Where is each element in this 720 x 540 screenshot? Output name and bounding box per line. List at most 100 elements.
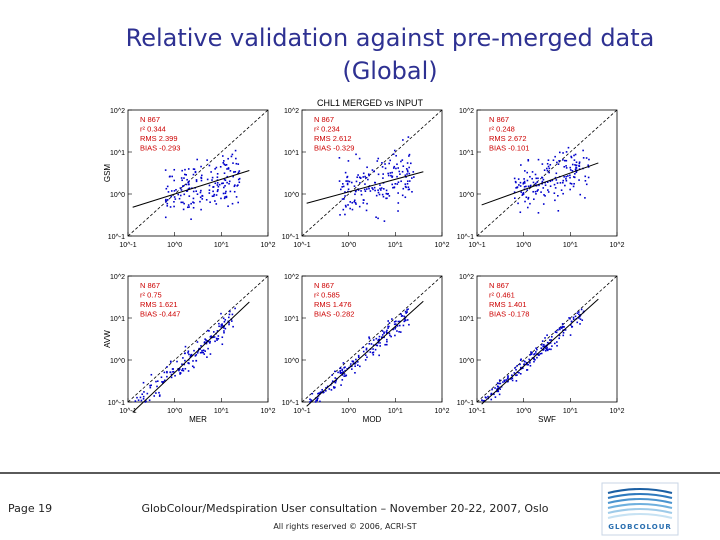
scatter-point [497,389,499,392]
scatter-point [541,180,544,183]
scatter-point [221,323,223,325]
scatter-point [236,185,239,187]
scatter-point [513,177,516,180]
scatter-point [539,352,542,355]
scatter-point [363,199,365,201]
scatter-point [404,174,407,177]
scatter-point [507,380,509,383]
scatter-point [581,319,584,322]
scatter-point [546,181,549,183]
scatter-point [374,189,376,192]
scatter-point [535,193,537,195]
scatter-point [309,401,311,403]
scatter-point [385,343,388,346]
scatter-point [578,165,581,168]
scatter-point [570,155,572,158]
scatter-point [353,200,356,203]
scatter-point [350,181,353,184]
scatter-point [357,189,360,191]
scatter-point [134,400,137,402]
scatter-point [527,363,530,366]
scatter-point [368,185,371,187]
scatter-point [341,374,344,376]
scatter-point [153,395,156,397]
scatter-point [356,364,359,366]
scatter-point [158,391,160,394]
chart-title: CHL1 MERGED vs INPUT [317,98,424,108]
scatter-point [569,182,572,185]
scatter-point [381,336,383,338]
scatter-point [215,203,218,205]
row-label: GSM [103,164,112,183]
scatter-point [384,167,387,170]
scatter-point [570,324,572,326]
scatter-point [206,159,208,161]
scatter-point [150,373,153,376]
scatter-point [535,184,538,187]
scatter-point [200,351,203,354]
scatter-point [196,193,199,195]
scatter-point [180,201,183,204]
scatter-point [355,358,357,361]
scatter-point [142,395,145,398]
scatter-point [407,136,410,138]
scatter-point [232,171,235,173]
scatter-point [575,317,578,320]
scatter-point [200,189,202,192]
x-tick-label: 10^2 [610,242,625,249]
scatter-point [365,176,367,179]
scatter-point [525,185,527,188]
scatter-point [237,178,240,181]
scatter-point [518,371,520,374]
scatter-point [517,202,519,205]
scatter-point [228,180,231,183]
scatter-point [546,347,548,349]
panel-stat: N 867 [489,115,509,124]
scatter-point [340,372,343,374]
scatter-point [221,343,224,346]
scatter-point [207,329,209,332]
scatter-point [366,202,368,205]
scatter-point [215,332,217,335]
scatter-point [546,349,549,351]
scatter-point [356,176,359,179]
scatter-point [578,161,581,164]
scatter-point [200,345,202,347]
scatter-point [184,367,187,370]
scatter-point [561,323,564,325]
scatter-point [339,367,342,370]
scatter-point [558,334,561,337]
scatter-point [199,200,201,203]
scatter-point [544,349,547,352]
scatter-point [184,168,186,171]
scatter-point [514,180,517,183]
scatter-point [235,162,238,165]
scatter-point [222,326,225,329]
scatter-point [494,387,496,389]
scatter-point [186,189,189,192]
scatter-point [326,385,329,388]
scatter-point [208,184,211,187]
scatter-point [550,339,553,341]
scatter-point [227,167,230,169]
scatter-point [520,164,522,166]
scatter-point [185,174,187,176]
panel-stat: RMS 2.399 [140,134,178,143]
x-tick-label: 10^-1 [468,408,485,415]
scatter-point [372,353,375,356]
scatter-point [195,360,198,362]
scatter-point [162,381,164,384]
scatter-point [227,157,229,160]
scatter-point [357,356,360,358]
scatter-point [193,349,195,352]
scatter-point [515,181,517,184]
scatter-point [588,158,590,161]
scatter-point [162,382,164,384]
regression-line [481,298,599,405]
scatter-point [394,183,397,185]
scatter-point [546,341,549,344]
scatter-point [159,394,161,396]
panel-stat: BIAS -0.447 [140,310,180,319]
scatter-point [362,202,365,204]
scatter-point [340,384,342,386]
